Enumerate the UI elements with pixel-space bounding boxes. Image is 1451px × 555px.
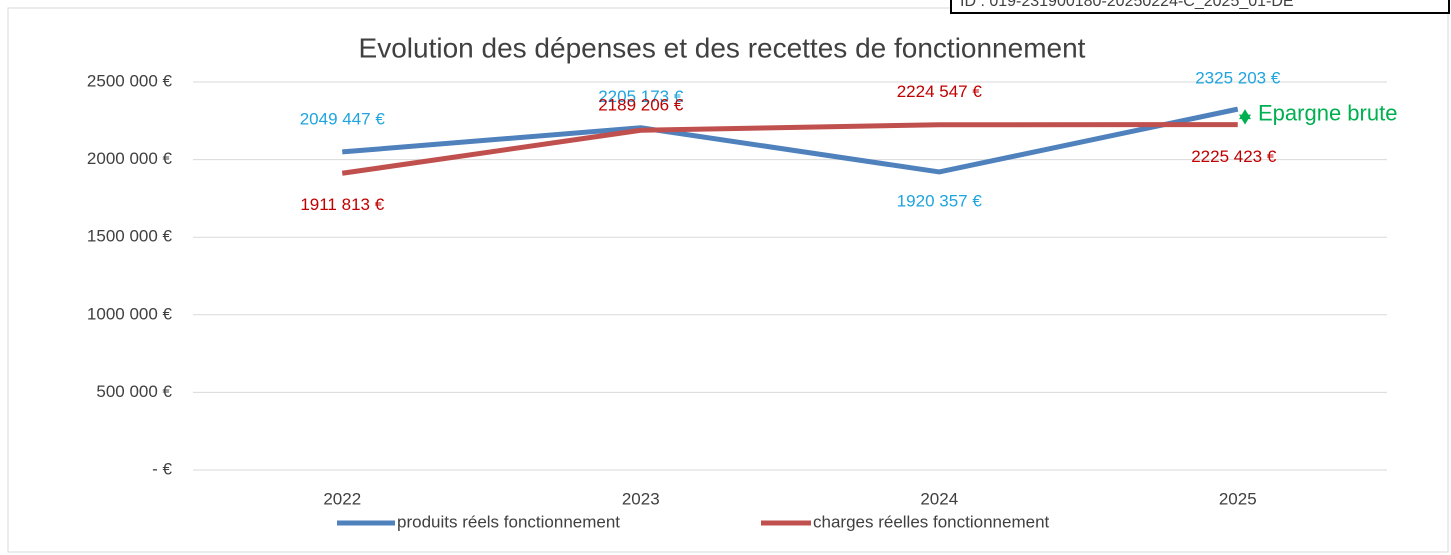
data-label: 2224 547 € xyxy=(897,82,983,101)
x-tick-label: 2022 xyxy=(323,489,361,508)
chart-frame xyxy=(7,7,1449,553)
legend-label: charges réelles fonctionnement xyxy=(813,512,1050,531)
y-tick-label: 2000 000 € xyxy=(87,149,173,168)
data-label: 2049 447 € xyxy=(300,109,386,128)
y-tick-label: 1500 000 € xyxy=(87,227,173,246)
data-label: 2225 423 € xyxy=(1191,147,1277,166)
x-tick-label: 2024 xyxy=(920,489,958,508)
chart-title: Evolution des dépenses et des recettes d… xyxy=(359,32,1086,63)
y-tick-label: 2500 000 € xyxy=(87,71,173,90)
annotation-arrowhead xyxy=(1239,114,1251,125)
series-line xyxy=(341,122,1238,176)
data-label: 2325 203 € xyxy=(1195,69,1281,88)
y-tick-label: 1000 000 € xyxy=(87,304,173,323)
annotation-text: Epargne brute xyxy=(1258,101,1397,126)
data-label: 1920 357 € xyxy=(897,191,983,210)
y-tick-label: 500 000 € xyxy=(96,382,172,401)
data-label: 2205 173 € xyxy=(598,87,684,106)
data-label: 1911 813 € xyxy=(300,195,384,214)
y-tick-label: - € xyxy=(152,459,172,478)
document-id: ID : 019-231900180-20250224-C_2025_01-DE xyxy=(960,0,1294,10)
x-tick-label: 2025 xyxy=(1219,489,1257,508)
data-label: 2189 206 € xyxy=(598,96,684,115)
series-line xyxy=(342,106,1239,175)
x-tick-label: 2023 xyxy=(622,489,660,508)
id-box xyxy=(950,0,1450,14)
legend-label: produits réels fonctionnement xyxy=(397,512,620,531)
